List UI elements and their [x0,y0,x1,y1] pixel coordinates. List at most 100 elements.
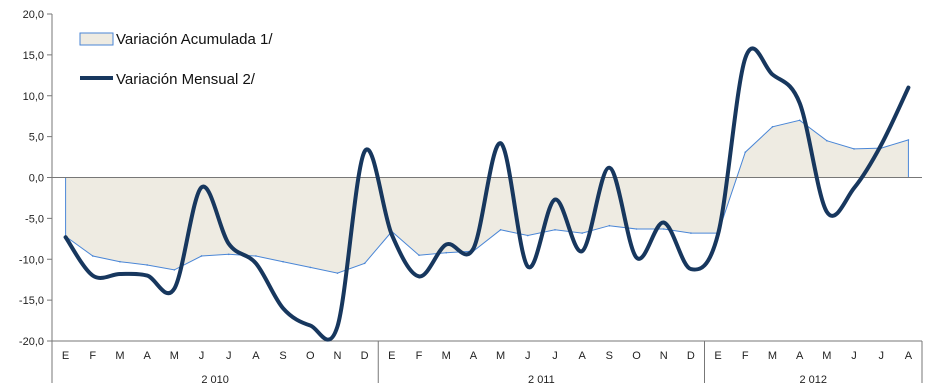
legend: Variación Acumulada 1/ Variación Mensual… [79,31,273,88]
x-tick-label: J [552,350,558,362]
line-point [92,275,94,277]
legend-label-area: Variación Acumulada 1/ [116,31,273,48]
x-tick-label: A [470,350,478,362]
y-tick-label: -15,0 [19,295,44,307]
y-tick-label: 5,0 [29,132,44,144]
area-point [907,139,910,141]
y-tick-label: -10,0 [19,254,44,266]
line-point [690,268,692,270]
line-point [500,142,502,144]
line-point [146,275,148,277]
area-point [635,228,638,230]
line-point [907,87,909,89]
x-tick-label: J [878,350,884,362]
y-tick-label: -20,0 [19,336,44,348]
area-point [744,151,747,153]
line-point [826,211,828,213]
area-point [662,228,665,230]
x-tick-label: E [388,350,395,362]
line-point [65,236,67,238]
line-point [663,221,665,223]
area-point [771,126,774,128]
line-point [282,307,284,309]
line-point [364,150,366,152]
area-point [853,148,855,150]
x-tick-label: M [822,350,831,362]
x-tick-label: A [252,350,260,362]
area-point [91,255,94,257]
area-point [418,254,420,256]
legend-swatch-area [79,32,114,46]
x-tick-label: F [742,350,749,362]
line-point [309,324,311,326]
x-tick-label: O [632,350,641,362]
line-point [391,234,393,236]
x-tick-label: N [660,350,668,362]
line-point [173,288,175,290]
area-point [608,224,611,227]
x-tick-label: E [714,350,721,362]
area-point [526,234,529,237]
y-tick-label: 20,0 [23,9,44,21]
x-tick-label: J [226,350,232,362]
line-point [418,275,420,277]
line-point [608,167,610,169]
area-point [119,260,121,263]
x-tick-label: A [578,350,586,362]
x-tick-label: N [333,350,341,362]
x-tick-label: M [170,350,179,362]
line-point [336,325,338,327]
x-tick-label: M [115,350,124,362]
line-point [771,73,773,75]
line-point [445,244,447,246]
area-point [200,255,203,257]
area-outline [65,119,909,274]
line-point [472,248,474,250]
area-point [499,229,502,231]
line-point [201,186,203,188]
line-point [853,187,855,189]
area-point [227,253,230,256]
x-tick-label: M [496,350,505,362]
area-point [554,229,556,231]
area-point [363,262,366,265]
line-point [880,144,882,146]
area-point [336,272,339,274]
monthly-variation-line [63,46,911,342]
line-point [717,233,719,235]
x-tick-label: O [306,350,315,362]
x-tick-label: A [143,350,151,362]
x-tick-label: D [687,350,695,362]
area-point [798,119,801,122]
x-tick-label: M [442,350,451,362]
line-point [581,250,583,252]
y-tick-label: -5,0 [25,213,44,225]
area-point [690,232,692,234]
year-label: 2 010 [201,374,229,386]
x-tick-label: F [89,350,96,362]
line-point [744,57,746,59]
area-point [581,232,583,234]
y-tick-label: 10,0 [23,91,44,103]
y-tick-label: 15,0 [23,50,44,62]
x-tick-label: A [905,350,913,362]
x-tick-label: E [62,350,69,362]
x-tick-label: S [606,350,613,362]
line-point [527,266,529,268]
x-tick-label: D [361,350,369,362]
labels-layer: 20,0 15,0 10,0 5,0 0,0 -5,0 -10,0 -15,0 -20,0 2 0… [19,9,913,386]
year-label: 2 012 [799,374,827,386]
line-point [554,199,556,201]
area-point [173,269,176,271]
line-point [228,243,230,245]
line-layer [63,46,911,342]
x-tick-label: F [416,350,423,362]
line-point [119,273,121,275]
area-point [255,255,257,257]
legend-label-line: Variación Mensual 2/ [116,71,256,88]
x-tick-label: S [279,350,286,362]
area-point [146,264,148,266]
area-point [445,251,448,254]
y-tick-label: 0,0 [29,173,44,185]
